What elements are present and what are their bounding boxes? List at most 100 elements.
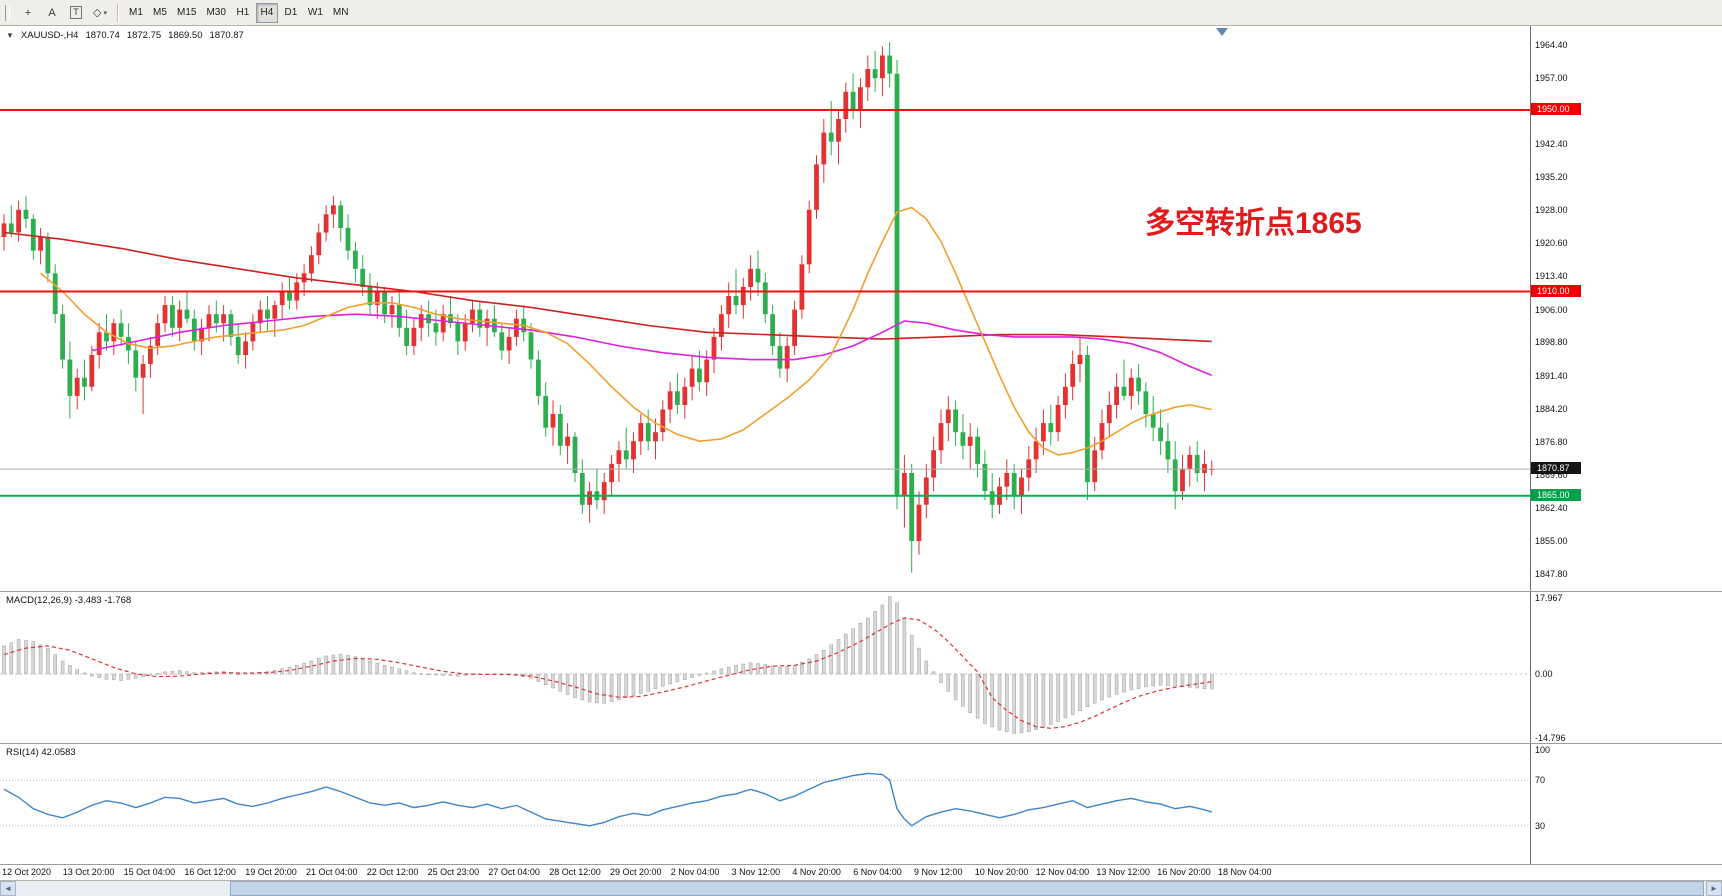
macd-histogram-bar <box>595 673 599 703</box>
candle-body <box>272 305 278 319</box>
objects-dropdown-button[interactable]: ◇ ▾ <box>89 3 111 23</box>
timeframe-button-h4[interactable]: H4 <box>255 2 278 23</box>
candle-body <box>74 377 80 396</box>
chart-shift-marker[interactable] <box>1216 28 1228 36</box>
candle-body <box>1165 441 1171 460</box>
timeframe-button-h1[interactable]: H1 <box>232 3 254 23</box>
macd-histogram-bar <box>1092 673 1097 704</box>
timeframe-button-w1[interactable]: W1 <box>304 3 327 23</box>
candle-body <box>792 309 797 346</box>
candle-body <box>609 463 614 483</box>
macd-histogram-bar <box>177 670 182 675</box>
macd-histogram-bar <box>565 673 570 695</box>
macd-histogram-bar <box>829 644 833 675</box>
scroll-left-button[interactable]: ◄ <box>0 881 16 896</box>
candle-body <box>338 205 344 228</box>
macd-histogram-bar <box>192 672 197 675</box>
candle-body <box>902 473 907 496</box>
candle-body <box>1077 355 1083 365</box>
candle-body <box>638 423 644 442</box>
candle-body <box>828 132 834 142</box>
candle-body <box>455 323 461 342</box>
macd-histogram-bar <box>602 673 606 704</box>
macd-histogram-bar <box>939 673 943 683</box>
text-box-tool-button[interactable]: T <box>65 3 87 23</box>
timeframe-button-group: M1 M5 M15 M30 H1 H4 D1 W1 MN <box>124 2 353 23</box>
candle-body <box>265 309 270 319</box>
macd-histogram-bar <box>1027 673 1031 733</box>
time-axis-label: 16 Oct 12:00 <box>184 867 236 877</box>
macd-histogram-bar <box>587 673 592 703</box>
timeframe-button-m30[interactable]: M30 <box>202 3 229 23</box>
macd-histogram-bar <box>807 658 811 675</box>
crosshair-tool-button[interactable]: + <box>17 3 39 23</box>
rsi-value-axis: 100 70 30 <box>1530 744 1722 864</box>
candle-body <box>316 232 322 256</box>
timeframe-button-m5[interactable]: M5 <box>149 3 171 23</box>
candle-body <box>880 55 885 79</box>
price-axis-label: 1935.20 <box>1535 172 1568 183</box>
candle-body <box>887 55 893 74</box>
macd-plot-area[interactable] <box>0 592 1530 748</box>
candle-body <box>784 345 790 369</box>
candle-body <box>572 436 578 473</box>
scroll-right-button[interactable]: ► <box>1706 881 1722 896</box>
timeframe-button-m1[interactable]: M1 <box>125 3 147 23</box>
candle-body <box>1004 473 1010 487</box>
candle-body <box>389 305 395 315</box>
macd-histogram-bar <box>155 673 160 675</box>
macd-histogram-bar <box>814 654 819 675</box>
macd-histogram-bar <box>46 647 50 675</box>
candle-body <box>301 273 307 283</box>
candle-body <box>331 205 336 215</box>
macd-chart <box>0 596 1530 734</box>
candle-body <box>967 436 973 446</box>
timeframe-button-mn[interactable]: MN <box>329 3 353 23</box>
candle-body <box>1180 468 1185 492</box>
chart-plot-area[interactable] <box>0 26 1530 596</box>
candle-body <box>1048 423 1054 433</box>
macd-histogram-bar <box>712 670 716 675</box>
price-axis-label: 1847.80 <box>1535 568 1568 579</box>
macd-histogram-bar <box>163 671 167 675</box>
price-axis-label: 1928.00 <box>1535 204 1568 215</box>
macd-histogram-bar <box>112 673 116 681</box>
text-label-tool-button[interactable]: A <box>41 3 63 23</box>
candle-body <box>1194 454 1200 474</box>
macd-histogram-bar <box>412 672 416 675</box>
candle-body <box>740 286 746 306</box>
quote-low: 1869.50 <box>168 30 203 41</box>
candle-body <box>1019 477 1024 496</box>
toolbar-drag-grip[interactable] <box>5 4 10 21</box>
macd-histogram-bar <box>770 665 775 675</box>
macd-histogram-bar <box>1202 673 1207 689</box>
scrollbar-thumb[interactable] <box>230 881 1704 896</box>
macd-histogram-bar <box>734 665 738 675</box>
candle-body <box>1092 450 1098 483</box>
candle-body <box>777 345 783 369</box>
candle-body <box>1026 459 1032 478</box>
macd-histogram-bar <box>975 673 980 719</box>
price-axis-label: 1855.00 <box>1535 536 1568 547</box>
candle-body <box>682 386 688 405</box>
macd-histogram-bar <box>1158 673 1163 686</box>
candle-body <box>1136 377 1141 392</box>
timeframe-button-m15[interactable]: M15 <box>173 3 200 23</box>
candle-body <box>872 69 878 79</box>
candle-body <box>953 409 958 433</box>
time-axis-label: 19 Oct 20:00 <box>245 867 297 877</box>
rsi-plot-area[interactable] <box>0 744 1530 869</box>
timeframe-button-d1[interactable]: D1 <box>280 3 302 23</box>
candle-body <box>30 218 36 251</box>
time-axis-label: 13 Nov 12:00 <box>1096 867 1150 877</box>
macd-histogram-bar <box>1173 673 1177 687</box>
text-box-icon: T <box>70 6 82 19</box>
candle-body <box>755 268 761 283</box>
candle-body <box>367 286 373 306</box>
candle-body <box>989 491 995 505</box>
candle-body <box>704 359 710 383</box>
candle-body <box>945 409 951 424</box>
candle-body <box>8 223 14 233</box>
collapse-caret-icon[interactable]: ▼ <box>6 31 14 40</box>
candle-body <box>1085 355 1090 483</box>
